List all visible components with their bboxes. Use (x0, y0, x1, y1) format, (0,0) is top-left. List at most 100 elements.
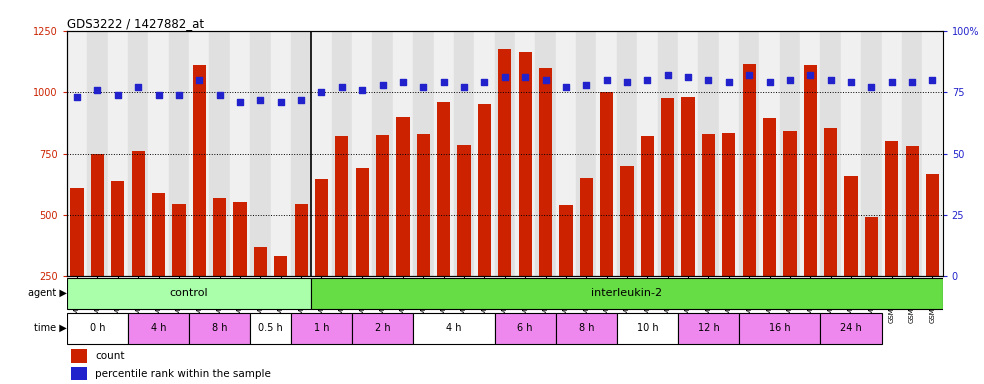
Bar (210, 31, 230, 276)
Point (130, 84, 146, 90)
Bar (600, 92, 613, 338)
Point (802, 72, 818, 78)
Bar (413, 313, 495, 344)
Bar (189, 31, 210, 276)
Bar (739, 313, 821, 344)
Bar (760, 31, 779, 276)
Text: 6 h: 6 h (518, 323, 533, 333)
Bar (638, 31, 657, 276)
Bar (413, 31, 434, 276)
Bar (922, 31, 943, 276)
Bar (111, 180, 124, 338)
Bar (474, 31, 495, 276)
Point (375, 82, 391, 88)
Bar (702, 134, 715, 338)
Point (273, 99, 288, 105)
Text: 8 h: 8 h (212, 323, 227, 333)
Bar (71, 188, 84, 338)
Point (701, 77, 716, 83)
Bar (254, 247, 267, 338)
Bar (189, 313, 250, 344)
Point (741, 72, 757, 78)
Bar (800, 31, 821, 276)
Bar (556, 313, 617, 344)
Bar (617, 31, 638, 276)
Point (864, 84, 880, 90)
Text: 8 h: 8 h (579, 323, 594, 333)
Bar (193, 65, 206, 338)
Point (334, 84, 349, 90)
Point (396, 79, 411, 85)
Bar (67, 278, 311, 310)
Bar (821, 313, 882, 344)
Bar (580, 178, 593, 338)
Text: 10 h: 10 h (637, 323, 658, 333)
Point (884, 79, 899, 85)
Point (640, 77, 655, 83)
Bar (397, 117, 409, 338)
Bar (128, 313, 189, 344)
Bar (71, 367, 87, 380)
Bar (902, 31, 922, 276)
Text: control: control (170, 288, 209, 298)
Bar (739, 31, 760, 276)
Bar (763, 118, 776, 338)
Point (598, 77, 614, 83)
Point (579, 82, 594, 88)
Point (782, 77, 798, 83)
Bar (71, 349, 87, 363)
Point (192, 77, 208, 83)
Point (558, 84, 574, 90)
Bar (107, 31, 128, 276)
Point (476, 79, 492, 85)
Text: 0.5 h: 0.5 h (258, 323, 283, 333)
Bar (821, 31, 841, 276)
Bar (779, 31, 800, 276)
Bar (743, 64, 756, 338)
Bar (352, 31, 372, 276)
Bar (352, 313, 413, 344)
Bar (128, 31, 149, 276)
Bar (434, 31, 454, 276)
Bar (250, 31, 271, 276)
Point (721, 79, 737, 85)
Point (518, 74, 533, 81)
Text: 1 h: 1 h (314, 323, 330, 333)
Text: agent ▶: agent ▶ (28, 288, 67, 298)
Point (314, 89, 330, 95)
Bar (661, 98, 674, 338)
Bar (682, 97, 695, 338)
Bar (556, 31, 576, 276)
Point (497, 74, 513, 81)
Bar (291, 313, 352, 344)
Point (69, 94, 85, 100)
Bar (498, 49, 512, 338)
Point (436, 79, 452, 85)
Point (823, 77, 838, 83)
Bar (841, 31, 861, 276)
Bar (152, 193, 165, 338)
Point (293, 96, 309, 103)
Bar (132, 151, 145, 338)
Bar (250, 313, 291, 344)
Bar (539, 68, 552, 338)
Bar (576, 31, 596, 276)
Bar (678, 31, 699, 276)
Text: time ▶: time ▶ (33, 323, 67, 333)
Bar (91, 154, 104, 338)
Point (171, 91, 187, 98)
Point (110, 91, 126, 98)
Text: percentile rank within the sample: percentile rank within the sample (94, 369, 271, 379)
Bar (311, 278, 943, 310)
Bar (844, 176, 858, 338)
Bar (515, 31, 535, 276)
Point (537, 77, 553, 83)
Text: 24 h: 24 h (840, 323, 862, 333)
Bar (905, 146, 919, 338)
Bar (458, 145, 470, 338)
Point (680, 74, 696, 81)
Point (904, 79, 920, 85)
Bar (214, 198, 226, 338)
Text: count: count (94, 351, 124, 361)
Bar (926, 174, 939, 338)
